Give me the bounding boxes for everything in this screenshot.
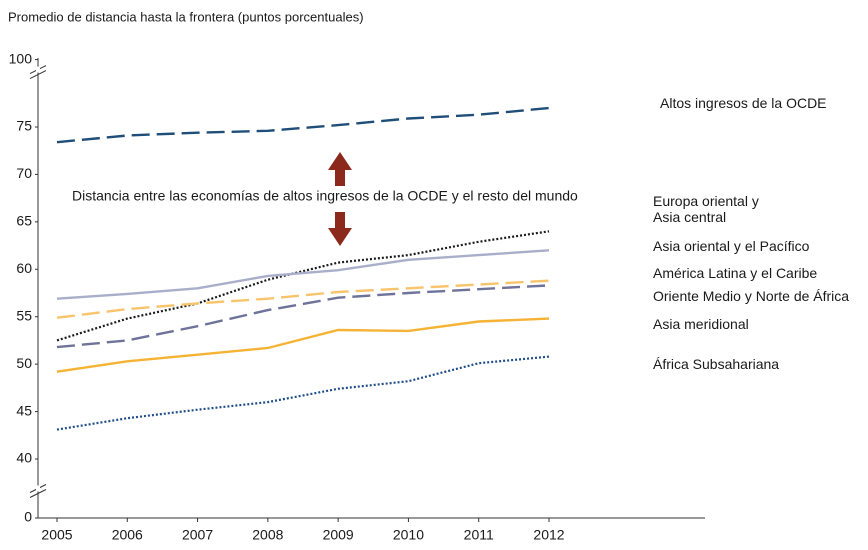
series-line [56, 317, 550, 373]
series-line [56, 249, 550, 300]
x-tick-label: 2009 [323, 527, 354, 543]
x-tick-label: 2008 [252, 527, 283, 543]
y-tick-label: 0 [24, 509, 32, 525]
y-tick-label: 45 [16, 402, 32, 418]
x-tick-label: 2010 [393, 527, 424, 543]
x-tick-label: 2012 [533, 527, 564, 543]
series-line [56, 284, 550, 349]
axis-break-gap [36, 66, 40, 73]
y-tick-label: 75 [16, 118, 32, 134]
series-line [56, 279, 550, 319]
y-tick-label: 40 [16, 450, 32, 466]
series-label: Asia oriental y el Pacífico [653, 238, 810, 254]
y-tick-label: 65 [16, 213, 32, 229]
y-axis-label: Promedio de distancia hasta la frontera … [8, 9, 364, 24]
x-tick-label: 2005 [41, 527, 72, 543]
y-tick-label: 55 [16, 307, 32, 323]
x-tick-label: 2007 [182, 527, 213, 543]
x-tick-label: 2011 [464, 527, 494, 543]
series-label: Altos ingresos de la OCDE [660, 95, 827, 111]
series-line [56, 106, 550, 144]
series-label: América Latina y el Caribe [653, 265, 818, 281]
series-label: Oriente Medio y Norte de África [653, 288, 850, 304]
series-label: Europa oriental y Asia central [653, 193, 759, 225]
y-tick-label: 50 [16, 355, 32, 371]
x-tick-label: 2006 [112, 527, 143, 543]
series-label: Asia meridional [653, 316, 749, 332]
series-line [56, 355, 550, 431]
y-tick-label: 60 [16, 260, 32, 276]
series-label: África Subsahariana [653, 356, 780, 372]
annotation: Distancia entre las economías de altos i… [72, 188, 578, 204]
series-line [56, 230, 550, 342]
axis-break-gap [36, 485, 40, 492]
gap-arrows [328, 152, 352, 246]
y-tick-label: 100 [9, 50, 33, 66]
y-tick-label: 70 [16, 165, 32, 181]
